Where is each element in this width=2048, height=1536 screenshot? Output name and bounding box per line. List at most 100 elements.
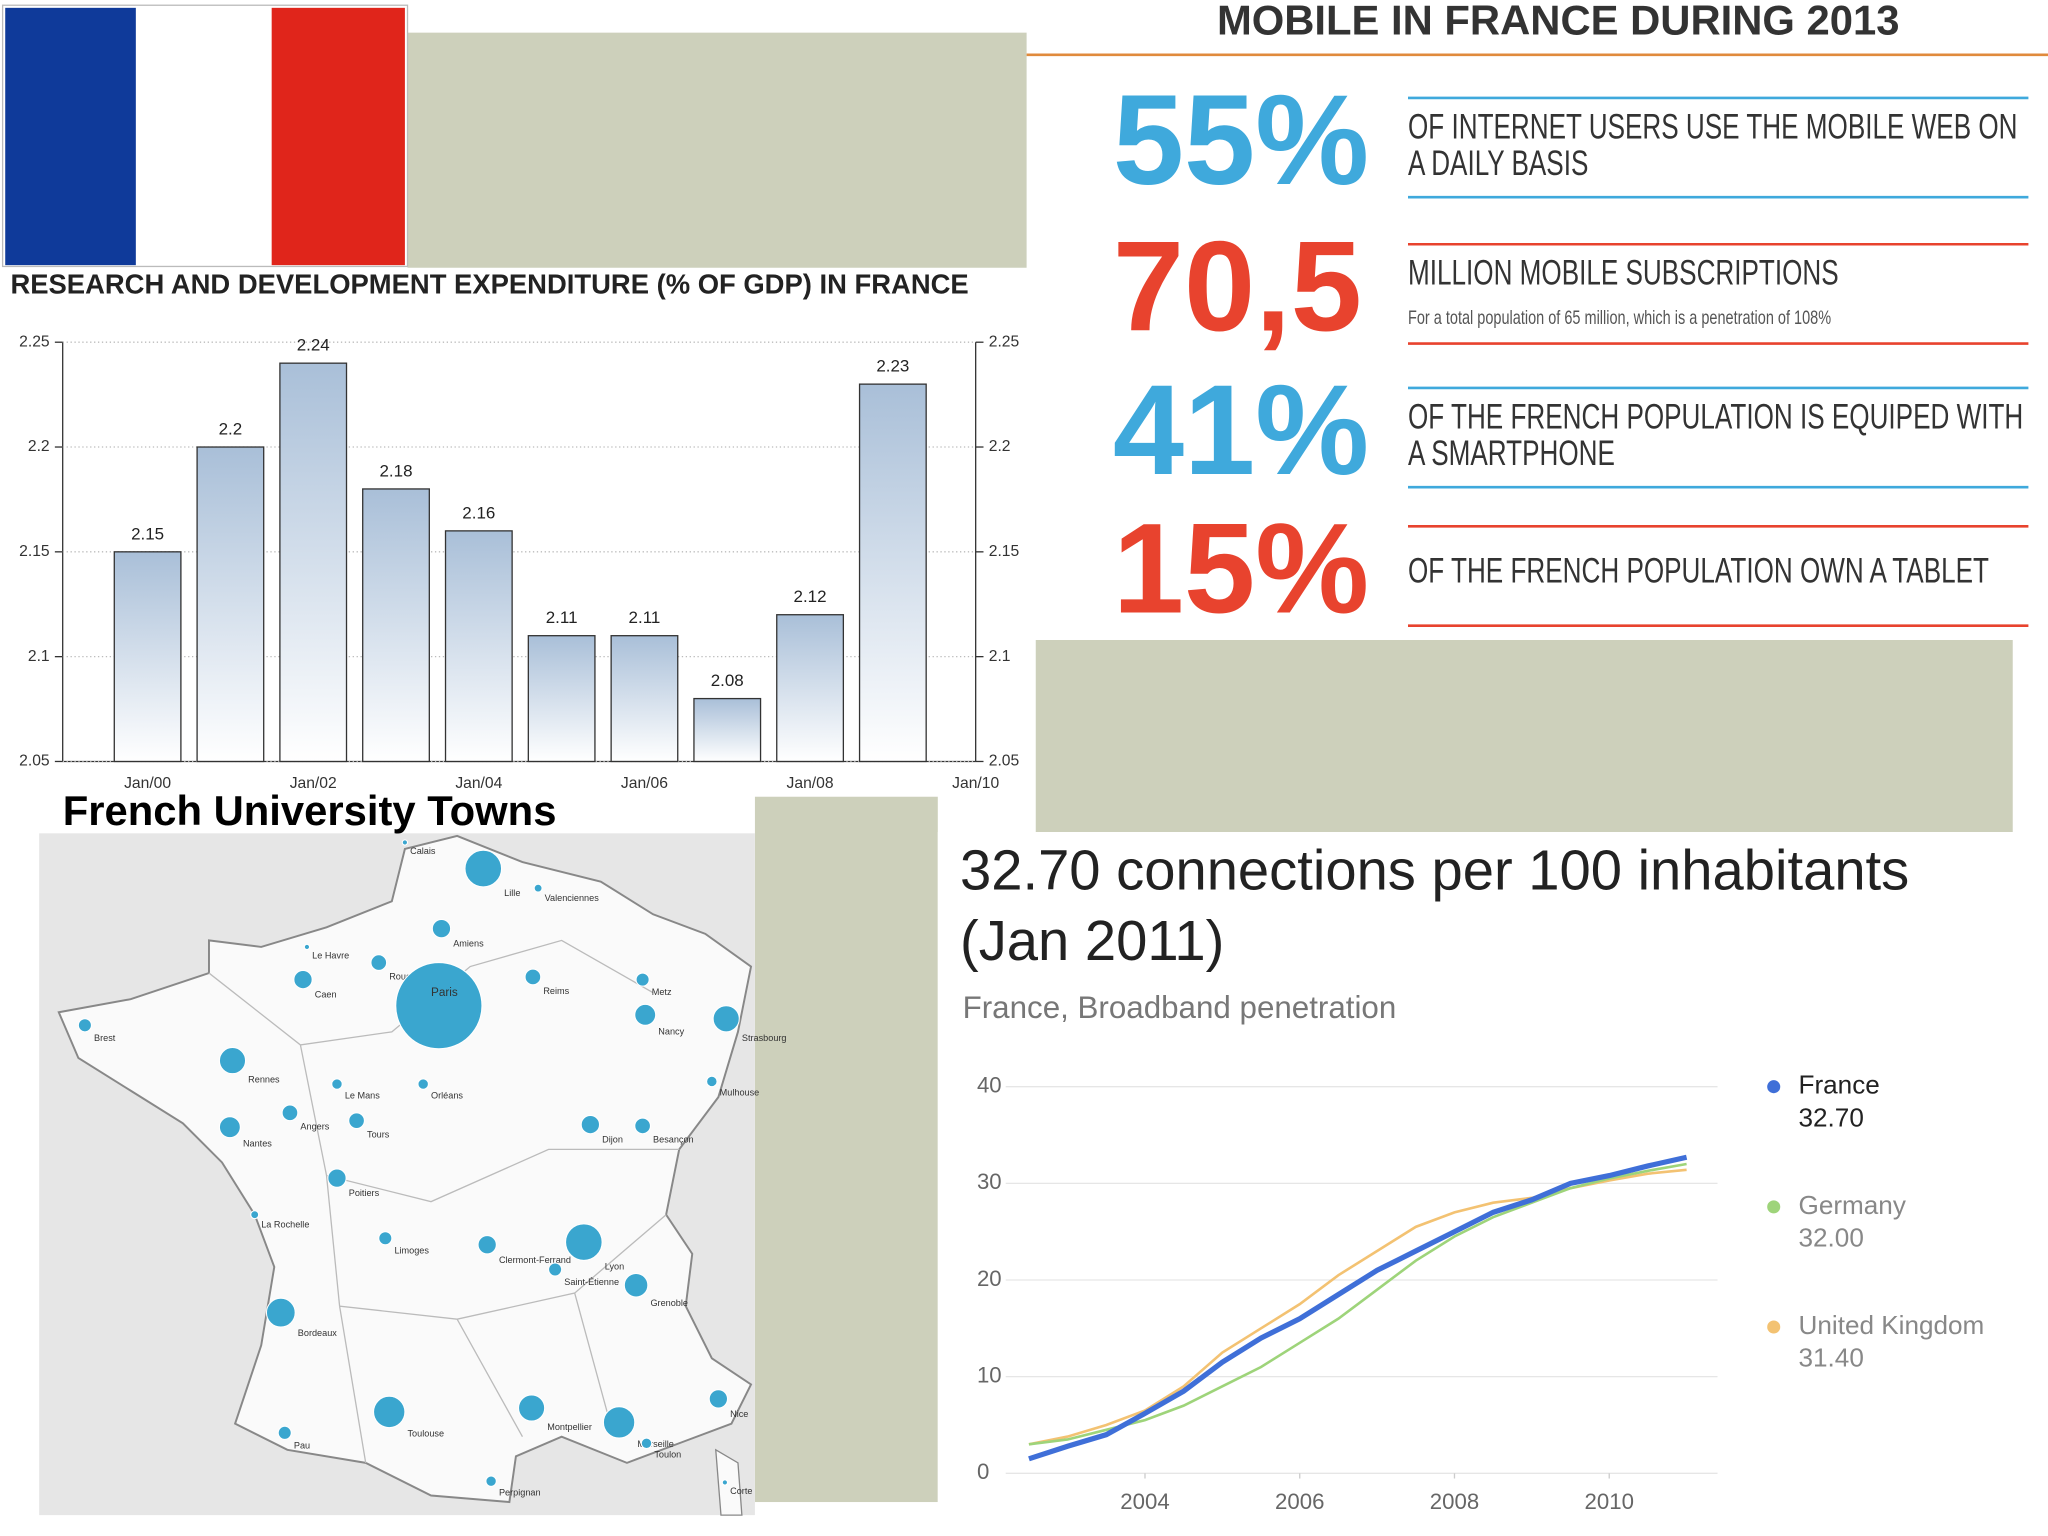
- value-label: 31.40: [1799, 1343, 1864, 1373]
- town-bubble: [331, 1078, 343, 1090]
- panel: [754, 796, 938, 1503]
- town-label: Calais: [410, 846, 436, 856]
- x-tick-label: 2004: [1120, 1489, 1169, 1514]
- bar: [362, 488, 430, 763]
- value-label: 2.24: [297, 336, 330, 355]
- y-tick-label: 20: [977, 1266, 1002, 1291]
- y-tick-label: 40: [977, 1073, 1002, 1098]
- town-label: Clermont-Ferrand: [499, 1255, 571, 1265]
- value-label: 2.11: [546, 608, 578, 627]
- town-bubble: [634, 1117, 651, 1135]
- town-bubble: [293, 969, 313, 990]
- key-figure: 15%: [1113, 497, 1369, 640]
- y-tick-label: 2.1: [28, 648, 50, 665]
- town-bubble: [712, 1005, 740, 1033]
- series-line: [1028, 1154, 1688, 1462]
- value-label: 2.15: [131, 524, 164, 543]
- town-bubble: [401, 839, 409, 846]
- town-bubble: [708, 1389, 729, 1409]
- bar: [196, 446, 265, 763]
- town-bubble: [565, 1223, 603, 1261]
- town-label: Le Mans: [345, 1090, 380, 1100]
- bar: [776, 614, 845, 763]
- town-label: Metz: [652, 987, 672, 997]
- town-label: Caen: [315, 990, 337, 1000]
- panel: [1035, 640, 2013, 832]
- town-bubble: [417, 1078, 429, 1090]
- town-label: Corte: [730, 1486, 752, 1496]
- town-label: Le Havre: [312, 951, 349, 961]
- town-bubble: [464, 849, 503, 888]
- bar: [693, 697, 762, 763]
- town-label: Paris: [431, 986, 458, 999]
- town-label: Rouen: [389, 971, 416, 981]
- town-bubble: [281, 1104, 299, 1122]
- town-bubble: [477, 1235, 497, 1255]
- value-label: 32.00: [1799, 1222, 1864, 1252]
- y-tick-label: 2.25: [19, 333, 50, 350]
- town-bubble: [303, 943, 311, 951]
- town-bubble: [721, 1479, 729, 1486]
- town-bubble: [265, 1297, 296, 1328]
- figure-text-box: MILLION MOBILE SUBSCRIPTIONS: [1408, 254, 1839, 293]
- town-label: La Rochelle: [261, 1220, 309, 1230]
- bar: [858, 383, 927, 763]
- town-label: Bordeaux: [298, 1328, 337, 1338]
- line-chart-subtitle: France, Broadband penetration: [963, 990, 1397, 1025]
- town-label: Toulouse: [408, 1429, 445, 1439]
- town-bubble: [634, 1003, 657, 1026]
- town-bubble: [706, 1075, 718, 1088]
- town-label: Orléans: [431, 1090, 463, 1100]
- town-bubble: [518, 1394, 546, 1422]
- legend-label: Germany: [1799, 1190, 1906, 1220]
- value-label: 2.16: [462, 503, 495, 522]
- town-bubble: [524, 968, 542, 986]
- y-tick-label: 30: [977, 1169, 1002, 1194]
- town-label: Amiens: [453, 939, 484, 949]
- town-bubble: [250, 1210, 260, 1220]
- legend-label: United Kingdom: [1799, 1310, 1985, 1340]
- y-tick-label: 2.15: [989, 543, 1020, 560]
- bar: [610, 635, 679, 763]
- town-bubble: [533, 883, 543, 893]
- town-bubble: [378, 1231, 393, 1246]
- town-label: Saint-Étienne: [564, 1277, 619, 1287]
- town-bubble: [327, 1168, 347, 1188]
- town-label: Reims: [543, 986, 569, 996]
- town-bubble: [580, 1114, 601, 1135]
- bar: [527, 635, 596, 763]
- town-bubble: [635, 972, 650, 987]
- y-tick-label: 2.1: [989, 648, 1011, 665]
- figure-text: MILLION MOBILE SUBSCRIPTIONS: [1408, 254, 1839, 293]
- line-title-box: 32.70 connections per 100 inhabitants (J…: [960, 840, 1909, 973]
- legend-marker: [1767, 1200, 1781, 1214]
- bar: [279, 362, 348, 763]
- town-bubble: [640, 1437, 653, 1450]
- value-label: 2.08: [711, 671, 744, 690]
- town-label: Grenoble: [650, 1298, 688, 1308]
- infographic-title: MOBILE IN FRANCE DURING 2013: [1217, 0, 1900, 44]
- y-tick-label: 2.2: [28, 438, 50, 455]
- town-bubble: [373, 1395, 406, 1429]
- bar: [444, 530, 513, 763]
- town-label: Montpellier: [547, 1422, 592, 1432]
- y-tick-label: 2.05: [19, 753, 50, 770]
- value-label: 2.2: [219, 420, 243, 439]
- town-label: Rennes: [248, 1075, 280, 1085]
- town-label: Mulhouse: [720, 1088, 760, 1098]
- town-label: Lille: [504, 888, 520, 898]
- y-tick-label: 2.15: [19, 543, 50, 560]
- town-label: Poitiers: [349, 1188, 380, 1198]
- town-label: Besançon: [653, 1135, 694, 1145]
- town-label: Tours: [367, 1129, 390, 1139]
- x-tick-label: Jan/02: [290, 775, 337, 792]
- x-tick-label: 2010: [1585, 1489, 1634, 1514]
- key-figure: 41%: [1113, 359, 1369, 502]
- legend-label: France: [1799, 1070, 1880, 1100]
- bar: [113, 551, 182, 763]
- key-figure: 55%: [1113, 69, 1369, 212]
- town-label: Pau: [294, 1440, 310, 1450]
- town-label: Lyon: [605, 1261, 624, 1271]
